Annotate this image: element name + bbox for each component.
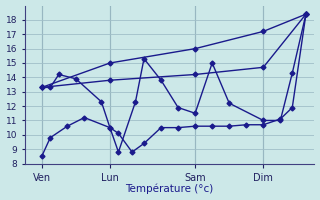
X-axis label: Température (°c): Température (°c) xyxy=(125,184,214,194)
